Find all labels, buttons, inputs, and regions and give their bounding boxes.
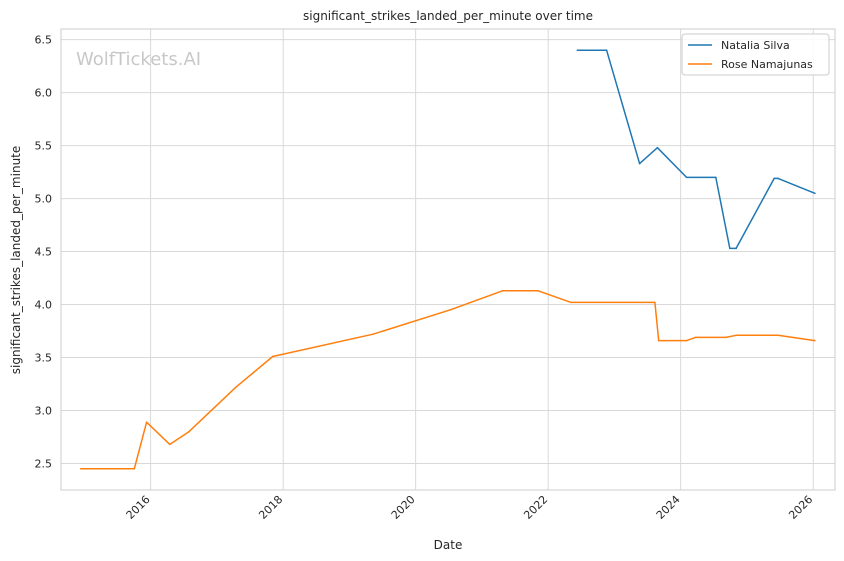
data-point-rose-namajunas [657, 339, 660, 342]
data-point-natalia-silva [715, 176, 717, 179]
data-point-rose-namajunas [271, 355, 274, 358]
series-layer [79, 49, 816, 470]
y-tick-label: 5.5 [35, 140, 53, 153]
y-tick-label: 4.0 [35, 299, 53, 312]
x-axis-label: Date [434, 538, 463, 552]
data-point-rose-namajunas [814, 339, 816, 342]
data-point-rose-namajunas [773, 334, 776, 337]
y-axis-label: significant_strikes_landed_per_minute [9, 146, 23, 375]
chart-title: significant_strikes_landed_per_minute ov… [303, 9, 593, 23]
data-point-natalia-silva [777, 177, 779, 180]
data-point-natalia-silva [814, 192, 816, 195]
data-point-rose-namajunas [777, 334, 779, 337]
data-point-rose-namajunas [449, 309, 452, 311]
data-point-rose-namajunas [145, 421, 148, 423]
data-point-rose-namajunas [235, 386, 237, 389]
data-point-rose-namajunas [694, 336, 697, 339]
data-point-rose-namajunas [133, 468, 136, 470]
legend-label-natalia-silva: Natalia Silva [721, 39, 790, 52]
data-point-rose-namajunas [654, 301, 656, 304]
data-point-natalia-silva [605, 49, 608, 51]
data-point-rose-namajunas [735, 334, 737, 337]
y-tick-label: 6.5 [35, 34, 53, 47]
data-point-rose-namajunas [188, 430, 190, 433]
data-point-natalia-silva [576, 49, 579, 51]
legend-label-rose-namajunas: Rose Namajunas [721, 58, 813, 71]
legend-box [681, 33, 830, 76]
plot-frame [60, 28, 836, 491]
y-tick-label: 3.0 [35, 405, 53, 418]
data-point-rose-namajunas [570, 301, 572, 304]
data-point-rose-namajunas [725, 336, 727, 339]
data-point-natalia-silva [656, 146, 659, 149]
y-tick-label: 5.0 [35, 193, 53, 206]
y-tick-label: 6.0 [35, 87, 53, 100]
data-point-natalia-silva [638, 162, 641, 165]
data-point-natalia-silva [685, 176, 688, 179]
data-point-rose-namajunas [685, 339, 688, 342]
watermark-text: WolfTickets.AI [76, 49, 201, 70]
data-point-rose-namajunas [501, 289, 504, 292]
y-tick-label: 2.5 [35, 458, 53, 471]
data-point-rose-namajunas [372, 333, 374, 336]
grid [61, 29, 835, 490]
data-point-natalia-silva [728, 247, 731, 250]
data-point-rose-namajunas [79, 468, 82, 470]
y-tick-label: 3.5 [35, 352, 53, 365]
data-point-rose-namajunas [169, 443, 171, 446]
data-point-rose-namajunas [537, 289, 539, 292]
data-point-natalia-silva [773, 177, 776, 180]
data-point-natalia-silva [735, 247, 737, 250]
legend: Natalia Silva Rose Namajunas [681, 33, 830, 76]
y-tick-label: 4.5 [35, 246, 53, 259]
